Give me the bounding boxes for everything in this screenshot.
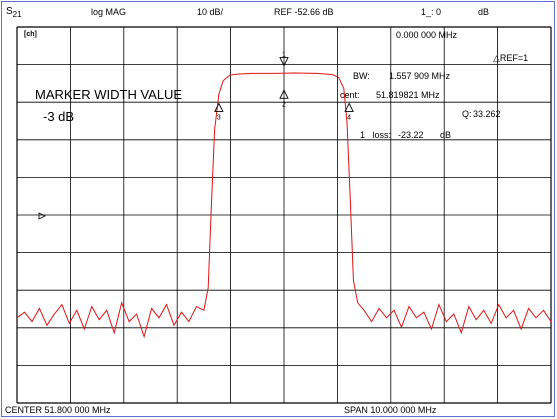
loss-value: -23.22	[398, 130, 424, 140]
cent-label: cent:	[340, 90, 360, 100]
marker-label: 3	[217, 114, 221, 121]
channel-sub: 21	[12, 10, 22, 19]
marker-2: 2	[279, 89, 289, 108]
bw-value: 1.557 909 MHz	[389, 71, 451, 81]
marker-triangle-icon	[214, 102, 224, 112]
scale-label: 10 dB/	[197, 7, 224, 17]
marker-triangle-icon	[279, 89, 289, 99]
marker-4: 4	[344, 102, 354, 121]
marker-readout: 1_: 0	[421, 7, 442, 17]
loss-unit: dB	[440, 130, 452, 140]
loss-label: 1_ loss:	[360, 130, 392, 140]
graticule	[16, 26, 552, 404]
ref-label: REF -52.66 dB	[274, 7, 334, 17]
ref-level-arrow-icon	[38, 212, 46, 220]
trace-line	[16, 72, 552, 339]
marker-readout-unit: dB	[478, 7, 490, 17]
marker-3: 3	[214, 102, 224, 121]
center-frequency: CENTER 51.800 000 MHz	[5, 405, 111, 415]
bw-label: BW:	[353, 71, 370, 81]
q-label: Q:	[462, 109, 472, 119]
marker-label: 1	[282, 52, 286, 59]
format-label: log MAG	[91, 7, 127, 17]
marker-label: 2	[282, 101, 286, 108]
ref-tag: △REF=1	[493, 53, 529, 63]
annotation-title: MARKER WIDTH VALUE	[35, 87, 183, 102]
marker-label: 4	[347, 114, 351, 121]
marker-triangle-icon	[344, 102, 354, 112]
channel-label: S21	[6, 7, 22, 19]
channel-s: S	[6, 6, 13, 17]
annotation-value: -3 dB	[43, 109, 75, 124]
cent-value: 51.819821 MHz	[376, 90, 440, 100]
q-value: 33.262	[473, 109, 501, 119]
marker-group: 1 2 3 4	[214, 52, 354, 121]
marker-frequency: 0.000 000 MHz	[396, 30, 458, 40]
marker-1: 1	[279, 52, 289, 67]
span-frequency: SPAN 10.000 000 MHz	[344, 405, 437, 415]
marker-triangle-icon	[279, 57, 289, 67]
ch-icon: [ch]	[24, 31, 37, 38]
